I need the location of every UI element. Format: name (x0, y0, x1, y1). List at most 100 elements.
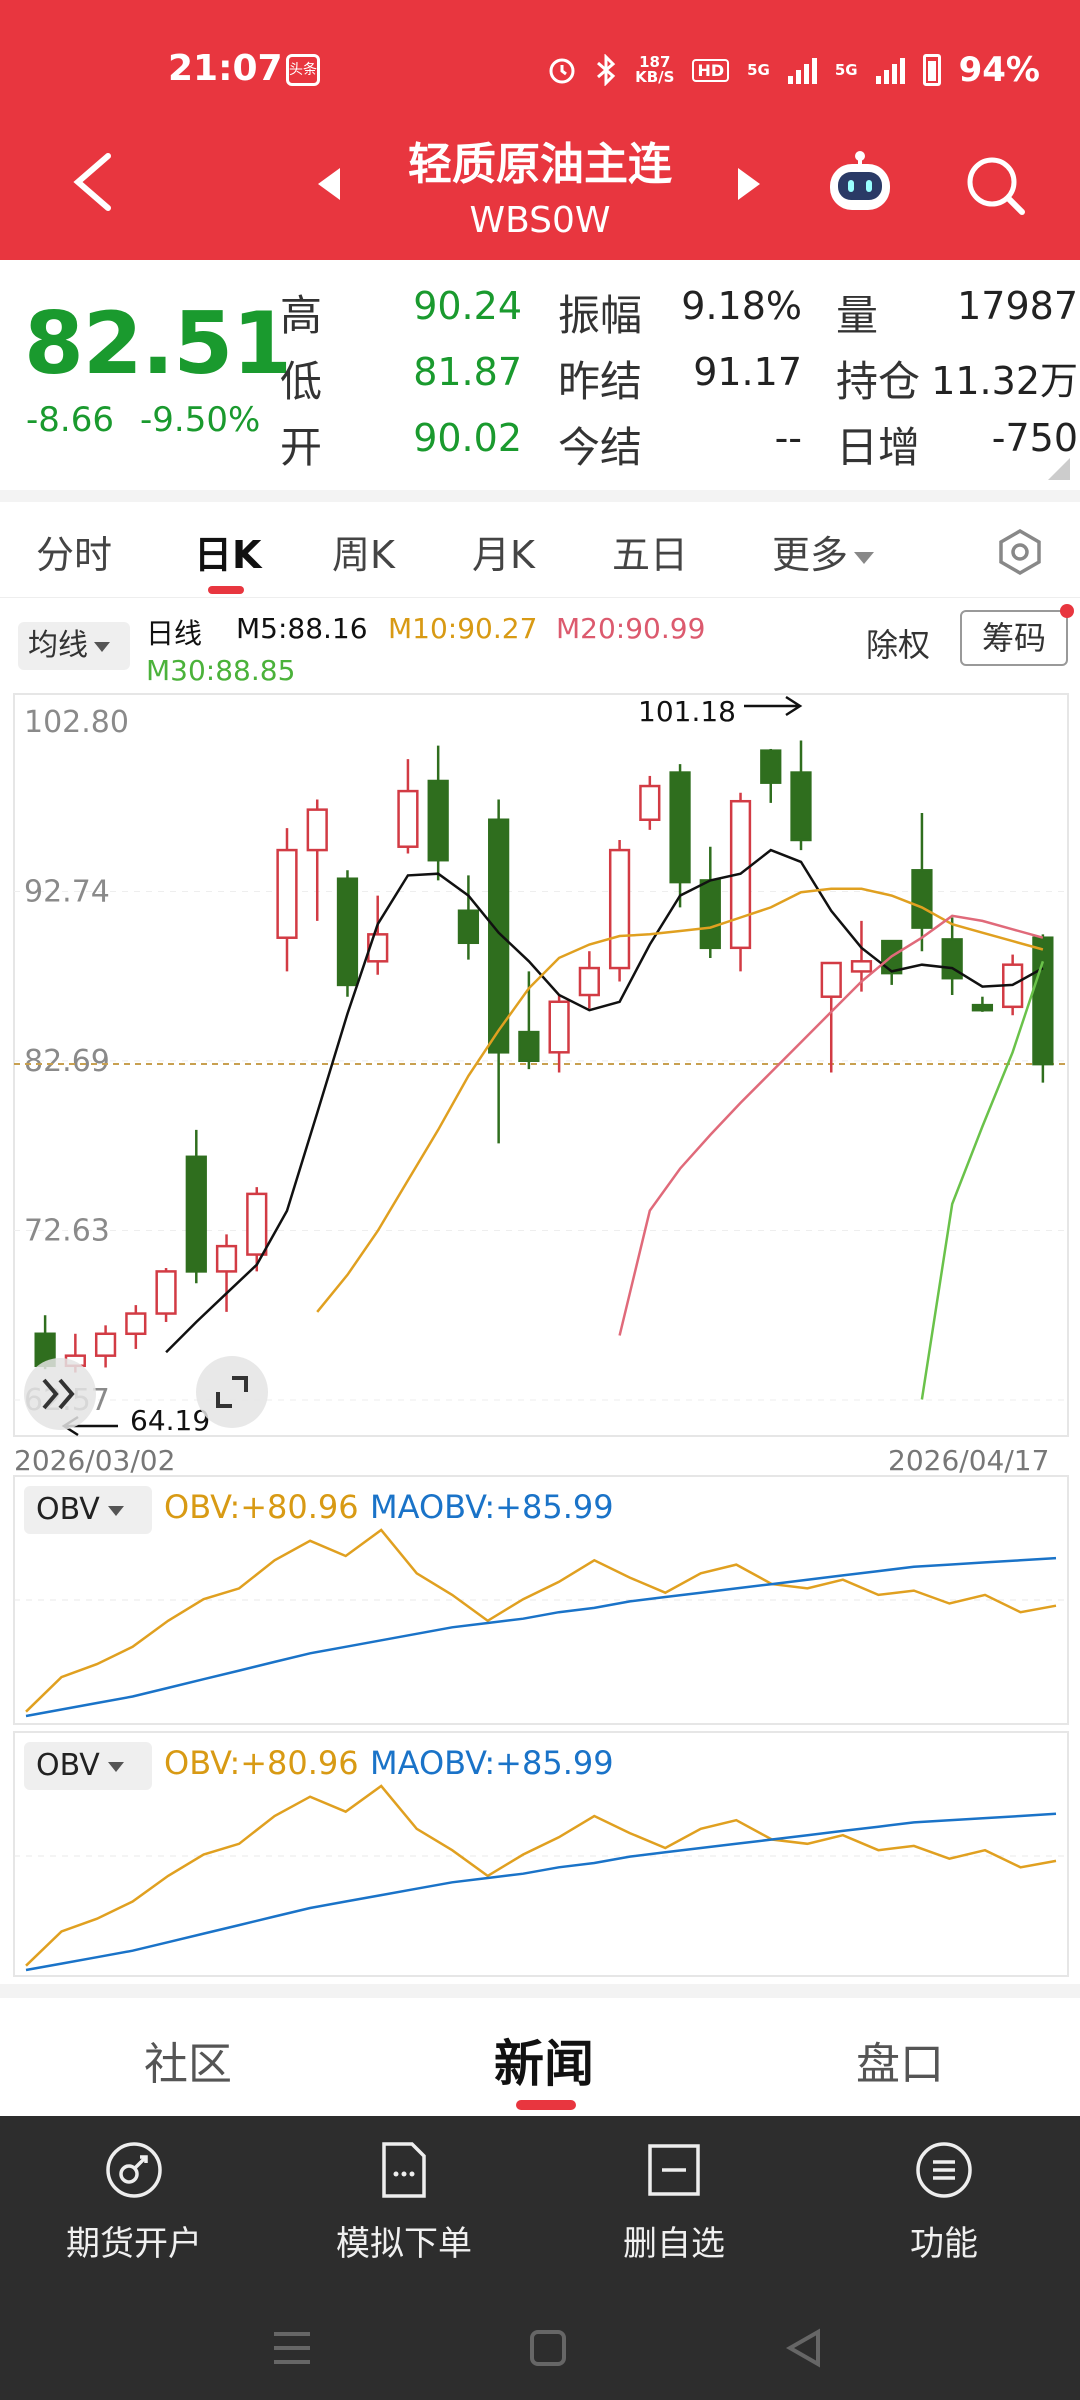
ma-lines (165, 848, 1045, 1400)
price-change-pct: -9.50% (140, 400, 261, 440)
candle-up (548, 1000, 570, 1054)
volume-label: 量 (836, 291, 879, 340)
expand-corner-icon[interactable] (1048, 458, 1070, 480)
low-label: 低 (280, 357, 323, 406)
alarm-icon (549, 58, 575, 84)
minus-box-icon (648, 2144, 700, 2196)
tab-more[interactable]: 更多 (772, 524, 875, 579)
status-time: 21:07 (168, 48, 283, 89)
candle-up (246, 1192, 268, 1256)
tab-daily-k[interactable]: 日K (194, 533, 262, 577)
chevron-down-icon (94, 641, 110, 652)
divider (0, 490, 1080, 502)
signal-icon-2 (875, 56, 905, 84)
tab-community[interactable]: 社区 (144, 2039, 232, 2090)
ma-line-m20 (618, 914, 1044, 1336)
expand-sidebar-button[interactable] (24, 1358, 96, 1430)
functions-button[interactable]: 功能 (834, 2140, 1054, 2265)
min-price-marker: 64.19 (130, 1404, 210, 1437)
battery-percent: 94% (958, 50, 1040, 90)
open-label: 开 (280, 423, 323, 472)
battery-icon (922, 54, 941, 86)
candle-down (971, 1003, 994, 1012)
maobv-line (25, 1556, 1057, 1718)
max-arrow-icon (744, 695, 803, 717)
tab-news[interactable]: 新闻 (494, 2035, 594, 2093)
open-account-button[interactable]: 期货开户 (24, 2140, 244, 2265)
candle-up (608, 848, 631, 970)
candle-down (518, 1030, 540, 1062)
obv-value-1: OBV:+80.96 (164, 1488, 359, 1526)
system-back-icon[interactable] (784, 2328, 824, 2368)
settings-hex-icon[interactable] (996, 528, 1044, 576)
obv-selector-label-1: OBV (36, 1492, 100, 1527)
maobv-value-1: MAOBV:+85.99 (370, 1488, 614, 1526)
open-interest-value: 11.32万 (931, 359, 1078, 403)
indicator-selector[interactable]: 均线 (18, 622, 130, 670)
candle-up (820, 961, 842, 998)
system-home-icon[interactable] (528, 2328, 568, 2368)
candle-up (578, 966, 600, 997)
ma5-value: M5:88.16 (236, 612, 368, 645)
price-change: -8.66 (26, 400, 114, 440)
main-chart-frame (13, 693, 1069, 1437)
remove-watchlist-button[interactable]: 删自选 (564, 2140, 784, 2265)
candle-up (125, 1312, 147, 1336)
high-label: 高 (280, 291, 323, 340)
signal-icon (787, 56, 817, 84)
tab-intraday[interactable]: 分时 (36, 533, 113, 577)
last-price: 82.51 (24, 294, 292, 394)
ma-line-m5 (165, 848, 1044, 1354)
net-speed-value: 187 (639, 53, 671, 71)
tab-weekly-k[interactable]: 周K (332, 533, 395, 577)
simulated-order-button[interactable]: 模拟下单 (294, 2140, 514, 2265)
ai-assistant-robot-icon[interactable] (824, 150, 896, 216)
obv-lines-2 (25, 1784, 1057, 1972)
chevron-down-icon (107, 1761, 124, 1772)
candle-up (639, 784, 661, 821)
tab-order-book[interactable]: 盘口 (856, 2039, 944, 2090)
open-value: 90.02 (413, 416, 522, 460)
candle-up (306, 808, 328, 852)
contract-code: WBS0W (469, 200, 611, 241)
prev-contract-icon[interactable] (318, 168, 340, 200)
candle-down (488, 818, 510, 1054)
content-tabs: 社区 新闻 盘口 (0, 1998, 1080, 2116)
candle-up (850, 960, 873, 973)
fullscreen-button[interactable] (196, 1356, 268, 1428)
simulated-order-label: 模拟下单 (336, 2224, 472, 2264)
tab-five-day[interactable]: 五日 (612, 533, 689, 577)
y-tick-label: 72.63 (24, 1213, 110, 1248)
oi-change-label: 日增 (836, 423, 921, 472)
period-tabs: 分时 日K 周K 月K 五日 更多 (0, 502, 1080, 598)
back-arrow-icon[interactable] (70, 152, 114, 212)
ma-line-m10 (316, 887, 1044, 1313)
system-menu-icon[interactable] (270, 2328, 314, 2368)
search-icon[interactable] (964, 154, 1028, 218)
candle-down (911, 869, 933, 929)
ex-rights-button[interactable]: 除权 (866, 626, 931, 664)
chevron-down-icon (854, 551, 875, 564)
obv-value-2: OBV:+80.96 (164, 1744, 359, 1782)
candle-up (94, 1332, 117, 1357)
volume-value: 17987 (957, 284, 1078, 328)
obv-lines-1 (25, 1528, 1057, 1718)
y-tick-label: 82.69 (24, 1044, 110, 1079)
amplitude-label: 振幅 (558, 291, 643, 340)
tab-active-indicator (208, 586, 244, 594)
settle-label: 今结 (558, 423, 643, 472)
obv-indicator-selector-1[interactable]: OBV (24, 1486, 152, 1534)
y-tick-label: 92.74 (24, 875, 110, 910)
prev-settle-value: 91.17 (693, 350, 802, 394)
ma20-value: M20:90.99 (556, 612, 706, 645)
maobv-line (25, 1812, 1057, 1972)
tab-monthly-k[interactable]: 月K (472, 533, 535, 577)
notification-dot (1060, 604, 1074, 618)
next-contract-icon[interactable] (738, 168, 760, 200)
obv-line (25, 1528, 1057, 1713)
net-speed-unit: KB/S (635, 68, 675, 86)
chip-distribution-button[interactable]: 筹码 (960, 610, 1068, 666)
tab-more-label: 更多 (772, 533, 849, 577)
obv-indicator-selector-2[interactable]: OBV (24, 1742, 152, 1790)
